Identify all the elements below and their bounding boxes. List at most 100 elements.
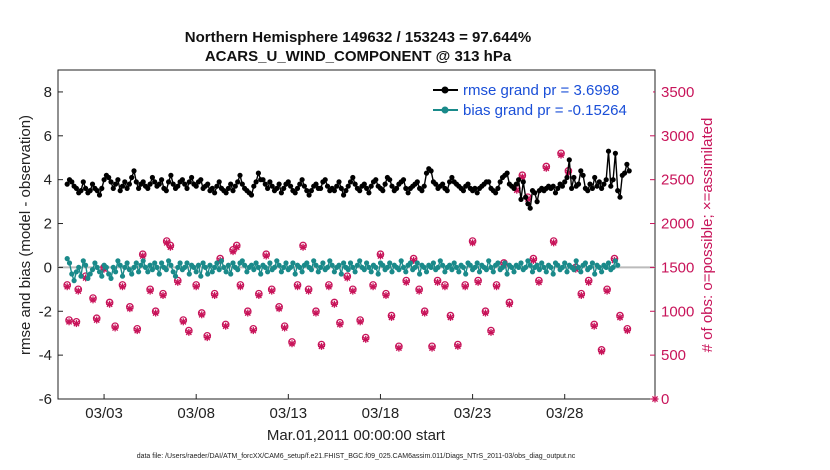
series-point-bias xyxy=(516,264,522,270)
obs-assimilated-marker xyxy=(623,327,631,335)
obs-assimilated-marker xyxy=(651,395,659,403)
obs-assimilated-stroke xyxy=(377,252,384,260)
series-point-bias xyxy=(170,269,176,275)
series-point-rmse xyxy=(89,181,96,187)
series-point-bias xyxy=(407,260,413,266)
series-point-rmse xyxy=(534,199,540,205)
x-tick-label: 03/08 xyxy=(177,405,215,422)
series-point-rmse xyxy=(552,190,559,196)
series-point-rmse xyxy=(566,157,572,163)
series-point-rmse xyxy=(605,148,612,154)
series-point-bias xyxy=(347,260,354,266)
series-point-bias xyxy=(578,269,584,275)
obs-assimilated-marker xyxy=(557,151,565,159)
series-point-rmse xyxy=(78,188,84,194)
obs-assimilated-stroke xyxy=(193,283,200,290)
series-point-rmse xyxy=(83,185,89,191)
series-point-rmse xyxy=(175,183,181,189)
series-point-bias xyxy=(297,264,303,270)
series-point-bias xyxy=(83,262,89,268)
series-point-bias xyxy=(327,258,333,264)
series-point-bias xyxy=(589,260,596,266)
series-point-bias xyxy=(592,271,598,277)
series-point-rmse xyxy=(228,181,234,187)
left-tick-label: 8 xyxy=(44,84,52,101)
series-point-bias xyxy=(108,275,114,281)
series-point-bias xyxy=(550,271,556,277)
series-point-rmse xyxy=(555,185,561,191)
obs-assimilated-marker xyxy=(106,300,114,308)
obs-assimilated-stroke xyxy=(349,288,356,295)
series-point-bias xyxy=(539,260,545,266)
series-point-rmse xyxy=(341,192,347,198)
series-point-rmse xyxy=(523,194,529,200)
series-point-bias xyxy=(225,262,231,268)
series-point-bias xyxy=(571,267,577,273)
y-axis-label-right: # of obs: o=possible; ×=assimilated xyxy=(699,118,716,353)
obs-assimilated-stroke xyxy=(305,288,312,295)
chart-title-line2: ACARS_U_WIND_COMPONENT @ 313 hPa xyxy=(205,48,512,65)
series-point-rmse xyxy=(624,161,630,167)
obs-assimilated-stroke xyxy=(469,239,476,246)
series-point-rmse xyxy=(260,177,266,183)
obs-assimilated-marker xyxy=(317,342,325,350)
series-point-bias xyxy=(403,269,409,275)
obs-assimilated-marker xyxy=(174,278,182,286)
series-point-rmse xyxy=(368,183,374,189)
series-point-bias xyxy=(304,260,310,266)
series-point-bias xyxy=(559,264,566,270)
series-point-bias xyxy=(389,269,395,275)
series-point-bias xyxy=(147,262,153,268)
series-point-bias xyxy=(142,264,149,270)
series-point-bias xyxy=(278,269,284,275)
series-point-bias xyxy=(248,262,255,268)
series-point-bias xyxy=(152,260,158,266)
series-point-rmse xyxy=(64,181,70,187)
obs-assimilated-stroke xyxy=(167,244,174,251)
series-point-rmse xyxy=(334,183,340,189)
obs-assimilated-marker xyxy=(93,316,101,324)
obs-assimilated-stroke xyxy=(312,309,320,317)
series-point-bias xyxy=(490,269,496,275)
series-point-bias xyxy=(582,260,589,266)
obs-assimilated-marker xyxy=(505,300,513,308)
obs-assimilated-stroke xyxy=(550,239,557,246)
series-point-rmse xyxy=(571,174,577,181)
series-point-rmse xyxy=(163,188,169,194)
series-point-bias xyxy=(159,260,165,266)
series-point-rmse xyxy=(421,183,427,189)
series-point-bias xyxy=(338,271,344,277)
series-point-rmse xyxy=(288,183,294,189)
series-point-bias xyxy=(476,269,483,275)
series-point-rmse xyxy=(414,179,420,185)
series-point-bias xyxy=(69,271,75,277)
obs-assimilated-stroke xyxy=(294,283,301,290)
series-point-rmse xyxy=(449,174,455,181)
series-point-bias xyxy=(207,262,213,268)
series-point-rmse xyxy=(179,177,185,183)
series-point-bias xyxy=(113,269,119,275)
series-point-bias xyxy=(195,262,202,268)
series-point-bias xyxy=(499,264,506,270)
series-point-rmse xyxy=(366,190,372,196)
obs-assimilated-stroke xyxy=(493,283,500,290)
series-point-bias xyxy=(80,258,86,264)
obs-assimilated-marker xyxy=(244,309,252,317)
series-point-bias xyxy=(442,269,448,275)
series-point-bias xyxy=(612,258,619,264)
series-point-bias xyxy=(124,260,130,266)
series-point-bias xyxy=(265,269,271,275)
series-point-bias xyxy=(534,262,540,268)
series-point-bias xyxy=(66,260,73,266)
series-point-bias xyxy=(78,273,84,279)
series-point-bias xyxy=(126,267,132,273)
series-point-rmse xyxy=(131,168,137,174)
series-point-bias xyxy=(511,269,517,275)
obs-assimilated-stroke xyxy=(487,329,495,336)
obs-assimilated-stroke xyxy=(421,309,428,317)
obs-assimilated-stroke xyxy=(462,283,469,290)
series-point-bias xyxy=(177,260,183,266)
series-point-rmse xyxy=(186,179,192,185)
obs-assimilated-stroke xyxy=(134,327,141,334)
series-point-rmse xyxy=(129,174,135,181)
